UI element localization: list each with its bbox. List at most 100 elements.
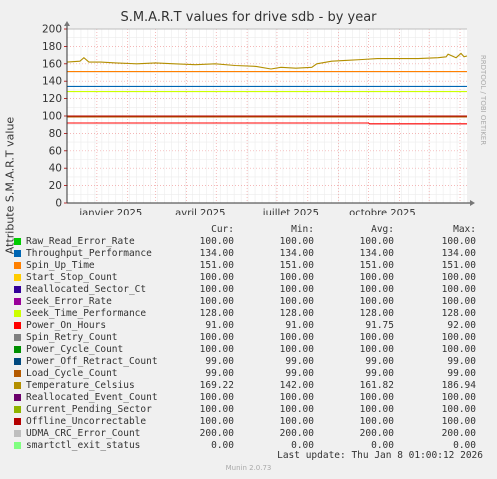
legend-value-avg: 100.00 bbox=[359, 236, 394, 247]
last-update: Last update: Thu Jan 8 01:00:12 2026 bbox=[277, 450, 483, 461]
legend-value-min: 128.00 bbox=[279, 308, 314, 319]
legend-value-avg: 134.00 bbox=[359, 248, 394, 259]
legend-value-cur: 99.00 bbox=[205, 356, 234, 367]
y-tick-label: 20 bbox=[49, 180, 62, 192]
legend-value-max: 92.00 bbox=[447, 320, 476, 331]
legend-value-avg: 200.00 bbox=[359, 428, 394, 439]
y-tick-label: 100 bbox=[42, 111, 62, 123]
legend-value-max: 100.00 bbox=[441, 296, 476, 307]
legend-value-cur: 100.00 bbox=[199, 284, 234, 295]
legend-series-name: Spin_Retry_Count bbox=[26, 332, 118, 343]
legend-value-max: 186.94 bbox=[441, 380, 476, 391]
legend-value-max: 100.00 bbox=[441, 344, 476, 355]
legend-value-min: 100.00 bbox=[279, 296, 314, 307]
legend-value-min: 134.00 bbox=[279, 248, 314, 259]
legend-value-cur: 200.00 bbox=[199, 428, 234, 439]
legend-swatch bbox=[14, 430, 21, 437]
legend-series-name: Temperature_Celsius bbox=[26, 380, 135, 391]
legend-swatch bbox=[14, 250, 21, 257]
legend-series-name: Current_Pending_Sector bbox=[26, 404, 152, 415]
legend-value-cur: 100.00 bbox=[199, 296, 234, 307]
legend-value-cur: 100.00 bbox=[199, 332, 234, 343]
legend-swatch bbox=[14, 334, 21, 341]
legend-value-min: 200.00 bbox=[279, 428, 314, 439]
legend-value-avg: 99.00 bbox=[365, 356, 394, 367]
legend-value-min: 151.00 bbox=[279, 260, 314, 271]
legend-value-max: 0.00 bbox=[453, 440, 476, 451]
plot-area: 0 20 40 60 80 100 120 140 160 180 200 janvier 2025 a… bbox=[42, 21, 475, 215]
legend-series-name: Seek_Time_Performance bbox=[26, 308, 147, 319]
legend-value-min: 142.00 bbox=[279, 380, 314, 391]
legend-value-avg: 100.00 bbox=[359, 416, 394, 427]
legend-swatch bbox=[14, 442, 21, 449]
legend-value-min: 100.00 bbox=[279, 404, 314, 415]
legend-value-cur: 100.00 bbox=[199, 392, 234, 403]
legend-value-min: 100.00 bbox=[279, 416, 314, 427]
legend-value-max: 99.00 bbox=[447, 368, 476, 379]
legend-series-name: Throughput_Performance bbox=[26, 248, 152, 259]
legend-value-max: 100.00 bbox=[441, 416, 476, 427]
legend-swatch bbox=[14, 238, 21, 245]
legend-value-max: 100.00 bbox=[441, 404, 476, 415]
legend-series-name: Reallocated_Sector_Ct bbox=[26, 284, 147, 295]
legend-value-cur: 100.00 bbox=[199, 236, 234, 247]
legend-swatch bbox=[14, 394, 21, 401]
footer: Munin 2.0.73 bbox=[225, 464, 272, 472]
legend-value-max: 134.00 bbox=[441, 248, 476, 259]
y-tick-label: 40 bbox=[49, 163, 62, 175]
legend-swatch bbox=[14, 322, 21, 329]
legend-value-max: 100.00 bbox=[441, 284, 476, 295]
legend-value-min: 100.00 bbox=[279, 344, 314, 355]
y-tick-label: 0 bbox=[55, 198, 62, 210]
legend-swatch bbox=[14, 418, 21, 425]
legend-swatch bbox=[14, 262, 21, 269]
y-axis-arrow bbox=[64, 21, 70, 26]
legend-value-cur: 99.00 bbox=[205, 368, 234, 379]
legend-series-name: Offline_Uncorrectable bbox=[26, 416, 147, 427]
legend-swatch bbox=[14, 310, 21, 317]
legend-value-max: 100.00 bbox=[441, 272, 476, 283]
x-tick-label: octobre 2025 bbox=[349, 208, 416, 215]
legend-header-max: Max: bbox=[453, 224, 476, 235]
y-tick-label: 120 bbox=[42, 93, 62, 105]
x-tick-label: juillet 2025 bbox=[262, 208, 319, 215]
x-tick-label: janvier 2025 bbox=[78, 208, 142, 215]
legend-header-avg: Avg: bbox=[371, 224, 394, 235]
y-tick-label: 60 bbox=[49, 145, 62, 157]
series-line-temperature-celsius bbox=[66, 52, 468, 70]
legend-value-min: 100.00 bbox=[279, 236, 314, 247]
legend-series-name: Power_Off_Retract_Count bbox=[26, 356, 158, 367]
legend-swatch bbox=[14, 286, 21, 293]
legend-value-min: 0.00 bbox=[291, 440, 314, 451]
legend-value-avg: 99.00 bbox=[365, 368, 394, 379]
y-tick-label: 180 bbox=[42, 41, 62, 53]
legend-value-min: 91.00 bbox=[285, 320, 314, 331]
legend-swatch bbox=[14, 346, 21, 353]
legend-series-name: Spin_Up_Time bbox=[26, 260, 95, 271]
legend-header-min: Min: bbox=[291, 224, 314, 235]
legend-swatch bbox=[14, 382, 21, 389]
legend-value-avg: 91.75 bbox=[365, 320, 394, 331]
y-tick-label: 160 bbox=[42, 58, 62, 70]
legend-value-avg: 100.00 bbox=[359, 392, 394, 403]
legend-value-max: 151.00 bbox=[441, 260, 476, 271]
legend-value-avg: 161.82 bbox=[359, 380, 394, 391]
legend-series-name: UDMA_CRC_Error_Count bbox=[26, 428, 141, 439]
legend-series-name: Raw_Read_Error_Rate bbox=[26, 236, 135, 247]
legend-header-cur: Cur: bbox=[211, 224, 234, 235]
legend-series-name: Reallocated_Event_Count bbox=[26, 392, 158, 403]
legend-series-name: Seek_Error_Rate bbox=[26, 296, 112, 307]
legend-value-avg: 128.00 bbox=[359, 308, 394, 319]
legend-value-max: 100.00 bbox=[441, 236, 476, 247]
legend-value-avg: 100.00 bbox=[359, 284, 394, 295]
y-tick-label: 140 bbox=[42, 76, 62, 88]
legend-value-min: 100.00 bbox=[279, 332, 314, 343]
legend-value-max: 100.00 bbox=[441, 392, 476, 403]
legend-series-name: Power_On_Hours bbox=[26, 320, 107, 331]
legend-value-min: 100.00 bbox=[279, 272, 314, 283]
legend-value-avg: 100.00 bbox=[359, 272, 394, 283]
legend-swatch bbox=[14, 370, 21, 377]
legend-value-avg: 100.00 bbox=[359, 404, 394, 415]
y-tick-label: 80 bbox=[49, 128, 62, 140]
